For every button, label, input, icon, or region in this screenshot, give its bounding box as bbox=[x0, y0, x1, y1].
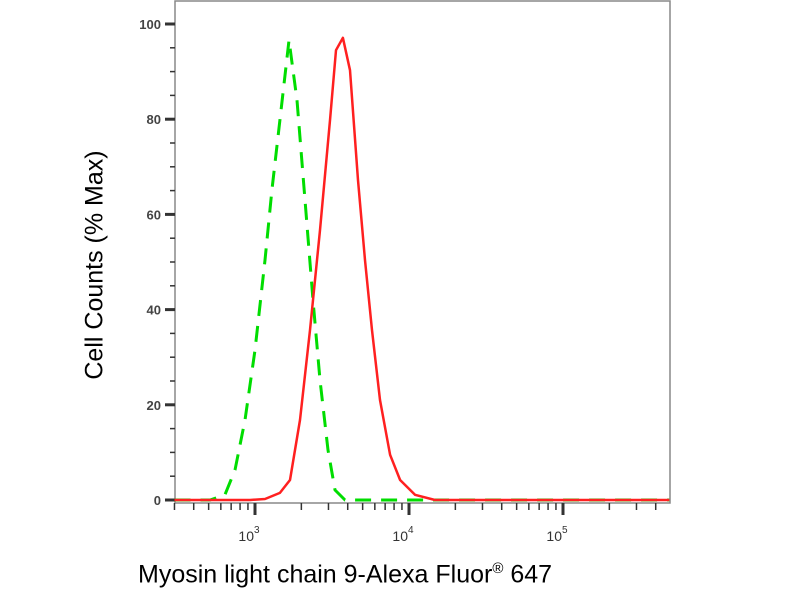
x-axis-label: Myosin light chain 9-Alexa Fluor® 647 bbox=[138, 560, 552, 589]
x-axis-label-suffix: 647 bbox=[503, 560, 553, 589]
sample-histogram-line bbox=[174, 36, 670, 502]
y-axis-label: Cell Counts (% Max) bbox=[80, 150, 109, 380]
x-tick-label: 103 bbox=[238, 525, 260, 544]
y-tick-label: 100 bbox=[139, 17, 161, 32]
registered-mark: ® bbox=[492, 560, 504, 577]
control-histogram-line bbox=[174, 38, 670, 502]
y-tick-label: 0 bbox=[154, 493, 161, 508]
y-tick-label: 40 bbox=[147, 303, 161, 318]
x-tick-label: 105 bbox=[546, 525, 568, 544]
y-tick-label: 20 bbox=[147, 398, 161, 413]
x-axis-label-text: Myosin light chain 9-Alexa Fluor bbox=[138, 560, 493, 589]
x-tick-label: 104 bbox=[392, 525, 414, 544]
y-tick-label: 60 bbox=[147, 207, 161, 222]
plot-frame bbox=[174, 0, 671, 504]
y-tick-label: 80 bbox=[147, 112, 161, 127]
